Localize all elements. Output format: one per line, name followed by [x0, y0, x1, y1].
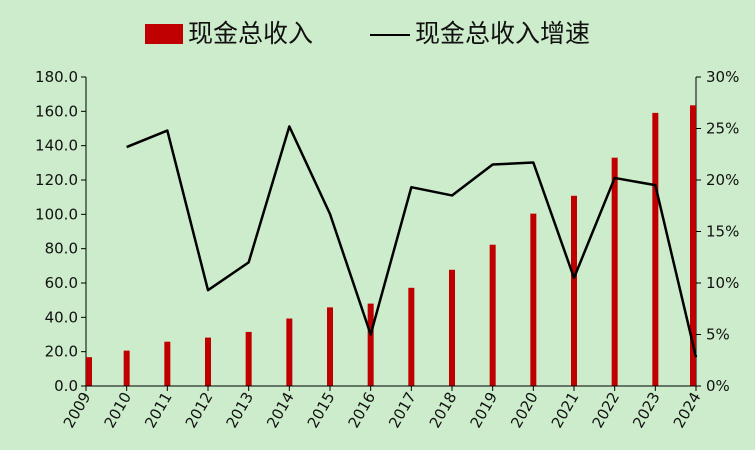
left-y-tick-label: 0.0 [54, 377, 78, 395]
bar [408, 287, 415, 386]
legend: 现金总收入 现金总收入增速 [145, 19, 590, 48]
left-y-tick-label: 20.0 [45, 343, 78, 361]
legend-bar-swatch [145, 24, 183, 44]
left-y-tick-label: 160.0 [35, 102, 78, 120]
legend-line-label: 现金总收入增速 [415, 19, 590, 48]
right-y-tick-label: 25% [706, 120, 739, 138]
left-y-tick-label: 80.0 [45, 240, 78, 258]
right-y-tick-label: 30% [706, 68, 739, 86]
left-y-axis: 0.0 20.0 40.0 60.0 80.0 100.0 120.0 140.0 160.0 1… [35, 68, 87, 395]
right-y-tick-label: 0% [706, 377, 730, 395]
bar [690, 105, 696, 386]
right-y-tick-label: 10% [706, 274, 739, 292]
bar [367, 303, 374, 386]
left-y-tick-label: 40.0 [45, 308, 78, 326]
bar [489, 244, 496, 386]
bar [164, 341, 171, 386]
bar [652, 112, 659, 387]
bar [205, 337, 211, 386]
bar [286, 318, 293, 386]
bar [449, 269, 455, 386]
bar-series [86, 105, 696, 387]
bar [327, 307, 333, 386]
right-y-tick-label: 15% [706, 223, 739, 241]
bar [123, 350, 130, 386]
right-y-tick-label: 20% [706, 171, 739, 189]
left-y-tick-label: 140.0 [35, 137, 78, 155]
left-y-tick-label: 100.0 [35, 205, 78, 223]
bar [245, 331, 252, 386]
legend-bar-label: 现金总收入 [188, 19, 313, 48]
left-y-tick-label: 180.0 [35, 68, 78, 86]
bar [611, 157, 618, 386]
bar [571, 195, 577, 386]
right-y-tick-label: 5% [706, 326, 730, 344]
line-series [126, 125, 698, 358]
bar [530, 213, 537, 386]
bar [86, 357, 92, 386]
left-y-tick-label: 120.0 [35, 171, 78, 189]
left-y-tick-label: 60.0 [45, 274, 78, 292]
